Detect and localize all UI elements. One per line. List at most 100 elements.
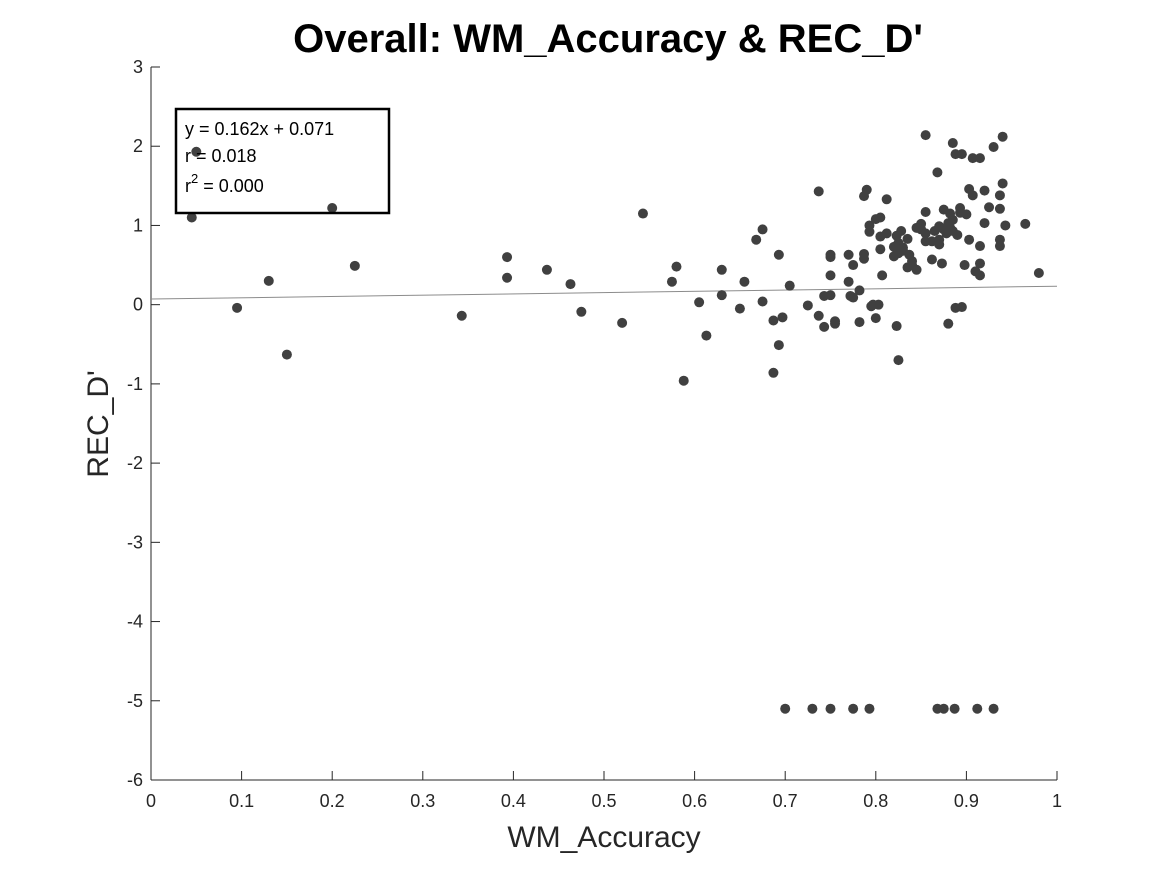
y-tick-label: -6 bbox=[127, 770, 143, 790]
data-point bbox=[813, 310, 824, 321]
data-point bbox=[854, 285, 865, 296]
data-point bbox=[848, 292, 859, 303]
data-point bbox=[881, 228, 892, 239]
data-point bbox=[802, 300, 813, 311]
data-point bbox=[671, 261, 682, 272]
y-axis-label: REC_D' bbox=[82, 370, 115, 477]
data-point bbox=[936, 258, 947, 269]
y-tick-label: 2 bbox=[133, 136, 143, 156]
axes bbox=[150, 67, 1057, 781]
data-point bbox=[502, 272, 513, 283]
data-point bbox=[637, 208, 648, 219]
data-point bbox=[959, 260, 970, 271]
annotation-border bbox=[174, 107, 391, 215]
data-point bbox=[848, 260, 859, 271]
x-ticks: 0 0.1 0.2 0.3 0.4 0.5 0.6 0.7 0.8 0.9 1 bbox=[146, 771, 1062, 811]
data-point bbox=[979, 185, 990, 196]
y-tick-label: 0 bbox=[133, 295, 143, 315]
x-axis-label: WM_Accuracy bbox=[507, 821, 700, 854]
data-point bbox=[891, 321, 902, 332]
regression-line bbox=[150, 285, 1058, 300]
data-point bbox=[780, 703, 791, 714]
data-point bbox=[881, 194, 892, 205]
x-tick-label: 1 bbox=[1052, 791, 1062, 811]
data-point bbox=[988, 703, 999, 714]
data-point bbox=[1033, 267, 1044, 278]
data-point bbox=[830, 318, 841, 329]
data-point bbox=[920, 228, 931, 239]
data-point bbox=[949, 703, 960, 714]
data-point bbox=[864, 703, 875, 714]
data-point bbox=[349, 260, 360, 271]
x-tick-label: 0.9 bbox=[954, 791, 979, 811]
y-tick-label: 1 bbox=[133, 215, 143, 235]
data-point bbox=[956, 302, 967, 313]
data-point bbox=[893, 355, 904, 366]
data-point bbox=[825, 270, 836, 281]
x-tick-label: 0.5 bbox=[591, 791, 616, 811]
data-point bbox=[825, 703, 836, 714]
data-point bbox=[964, 234, 975, 245]
chart-title: Overall: WM_Accuracy & REC_D' bbox=[293, 17, 923, 61]
equation-text: y = 0.162x + 0.071 bbox=[185, 119, 334, 139]
data-point bbox=[813, 186, 824, 197]
data-point bbox=[859, 253, 870, 264]
data-points bbox=[186, 130, 1044, 714]
r-text: r = 0.018 bbox=[185, 146, 257, 166]
data-point bbox=[757, 224, 768, 235]
data-point bbox=[232, 302, 243, 313]
data-point bbox=[541, 264, 552, 275]
y-tick-label: -4 bbox=[127, 612, 143, 632]
data-point bbox=[716, 290, 727, 301]
data-point bbox=[773, 340, 784, 351]
x-tick-label: 0.7 bbox=[773, 791, 798, 811]
data-point bbox=[768, 315, 779, 326]
data-point bbox=[768, 367, 779, 378]
data-point bbox=[502, 252, 513, 263]
data-point bbox=[952, 229, 963, 240]
data-point bbox=[873, 299, 884, 310]
y-tick-label: 3 bbox=[133, 57, 143, 77]
r-squared-text: r2 = 0.000 bbox=[185, 171, 264, 196]
data-point bbox=[773, 249, 784, 260]
data-point bbox=[967, 153, 978, 164]
data-point bbox=[870, 313, 881, 324]
data-point bbox=[974, 241, 985, 252]
data-point bbox=[716, 264, 727, 275]
data-point bbox=[877, 270, 888, 281]
data-point bbox=[967, 190, 978, 201]
data-point bbox=[947, 214, 958, 225]
data-point bbox=[263, 275, 274, 286]
data-point bbox=[974, 258, 985, 269]
data-point bbox=[784, 280, 795, 291]
data-point bbox=[751, 234, 762, 245]
data-point bbox=[994, 203, 1005, 214]
data-point bbox=[777, 312, 788, 323]
data-point bbox=[875, 244, 886, 255]
data-point bbox=[825, 252, 836, 263]
data-point bbox=[734, 303, 745, 314]
data-point bbox=[956, 149, 967, 160]
data-point bbox=[897, 242, 908, 253]
data-point bbox=[932, 167, 943, 178]
data-point bbox=[896, 225, 907, 236]
data-point bbox=[943, 318, 954, 329]
data-point bbox=[911, 264, 922, 275]
data-point bbox=[617, 317, 628, 328]
data-point bbox=[934, 234, 945, 245]
data-point bbox=[974, 270, 985, 281]
data-point bbox=[974, 153, 985, 164]
data-point bbox=[739, 276, 750, 287]
data-point bbox=[186, 212, 197, 223]
data-point bbox=[191, 146, 202, 157]
data-point bbox=[678, 375, 689, 386]
data-point bbox=[854, 317, 865, 328]
x-tick-label: 0.3 bbox=[410, 791, 435, 811]
data-point bbox=[994, 241, 1005, 252]
data-point bbox=[994, 190, 1005, 201]
data-point bbox=[972, 703, 983, 714]
data-point bbox=[281, 349, 292, 360]
y-ticks: -6 -5 -4 -3 -2 -1 0 1 2 3 bbox=[127, 57, 160, 790]
data-point bbox=[825, 290, 836, 301]
data-point bbox=[988, 142, 999, 153]
